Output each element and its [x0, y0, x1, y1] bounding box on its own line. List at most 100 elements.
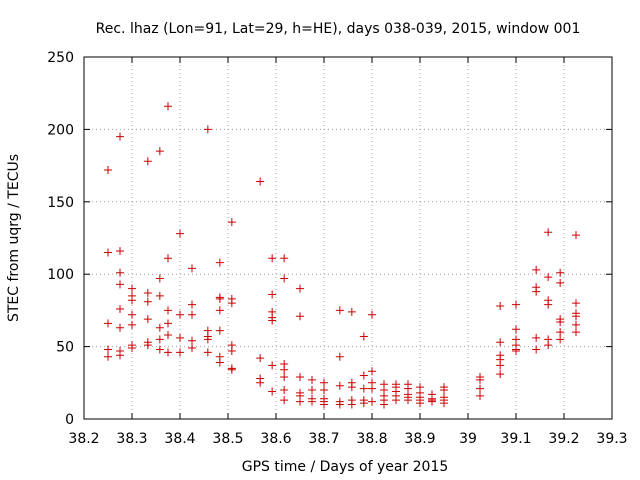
data-point — [143, 297, 152, 306]
data-point — [104, 248, 112, 257]
data-point — [164, 348, 172, 357]
data-point — [176, 310, 184, 319]
x-tick-label: 38.4 — [164, 431, 195, 447]
y-axis-label: STEC from uqrg / TECUs — [6, 154, 22, 322]
data-point — [116, 247, 124, 256]
data-point — [572, 231, 580, 240]
x-tick-label: 38.3 — [116, 431, 147, 447]
data-point — [143, 341, 152, 350]
data-point — [359, 399, 368, 408]
data-point — [155, 147, 164, 156]
data-point — [280, 396, 289, 405]
data-point — [368, 397, 376, 406]
data-point — [227, 346, 236, 355]
data-point — [556, 335, 565, 344]
data-point — [572, 299, 580, 308]
data-point — [268, 361, 277, 370]
x-tick-label: 39.3 — [596, 431, 627, 447]
data-point — [335, 381, 344, 390]
data-point — [532, 345, 541, 354]
data-point — [335, 400, 344, 409]
data-point — [268, 316, 277, 325]
data-point — [280, 274, 289, 283]
data-point — [572, 320, 580, 329]
data-point — [176, 229, 184, 238]
data-point — [476, 391, 484, 400]
data-point — [256, 378, 265, 387]
data-point — [308, 386, 316, 395]
data-point — [116, 268, 124, 277]
data-point — [308, 397, 316, 406]
data-point — [416, 399, 424, 408]
data-point — [347, 400, 356, 409]
data-point — [280, 373, 289, 382]
data-point — [155, 291, 164, 300]
data-point — [155, 335, 164, 344]
data-point — [476, 375, 484, 384]
data-point — [104, 345, 112, 354]
y-tick-label: 50 — [56, 340, 74, 356]
data-point — [496, 302, 505, 311]
data-point — [320, 386, 328, 395]
data-point — [512, 325, 520, 334]
data-point — [128, 320, 136, 329]
data-point — [143, 315, 152, 324]
data-point — [128, 296, 136, 305]
data-point — [164, 319, 172, 328]
data-point — [496, 361, 505, 370]
data-point — [320, 400, 328, 409]
data-point — [268, 290, 277, 299]
data-point — [532, 287, 541, 296]
data-point — [164, 102, 172, 111]
data-point — [104, 352, 112, 361]
data-point — [143, 157, 152, 166]
data-point — [155, 274, 164, 283]
x-tick-label: 38.5 — [212, 431, 243, 447]
data-point — [335, 352, 344, 361]
data-point — [203, 335, 212, 344]
data-point — [188, 264, 196, 273]
data-point — [572, 312, 580, 321]
data-point — [556, 268, 565, 277]
y-tick-label: 200 — [47, 122, 74, 138]
data-point — [392, 396, 400, 405]
data-point — [440, 399, 448, 408]
data-point — [380, 400, 388, 409]
data-point — [176, 348, 184, 357]
x-tick-label: 39 — [459, 431, 477, 447]
data-point — [404, 396, 412, 405]
plot-frame — [83, 56, 613, 420]
data-point — [440, 386, 448, 395]
data-point — [359, 384, 368, 393]
data-point — [280, 386, 289, 395]
data-point — [359, 371, 368, 380]
y-tick-label: 0 — [65, 412, 74, 428]
data-point — [116, 280, 124, 289]
data-point — [176, 333, 184, 342]
axis-ticks: 38.2 38.3 38.4 38.5 38.6 38.7 38.8 38.9 39 39.1 39… — [47, 50, 627, 447]
data-point — [256, 354, 265, 363]
y-tick-label: 100 — [47, 267, 74, 283]
data-point — [164, 306, 172, 315]
data-point — [116, 323, 124, 332]
x-tick-label: 38.9 — [404, 431, 435, 447]
data-point — [227, 365, 236, 374]
data-point — [359, 332, 368, 341]
data-point — [188, 310, 196, 319]
data-point — [215, 326, 224, 335]
data-point — [164, 254, 172, 263]
data-point — [155, 323, 164, 332]
data-point — [296, 312, 304, 321]
data-point — [280, 365, 289, 374]
data-point — [544, 273, 553, 282]
data-point — [128, 284, 136, 293]
data-point — [347, 383, 356, 392]
data-point — [128, 310, 136, 319]
data-point — [268, 254, 277, 263]
data-point — [496, 338, 505, 347]
data-point — [556, 278, 565, 287]
data-point — [104, 319, 112, 328]
grid-lines — [84, 57, 612, 419]
data-point — [128, 344, 136, 353]
y-tick-label: 150 — [47, 195, 74, 211]
